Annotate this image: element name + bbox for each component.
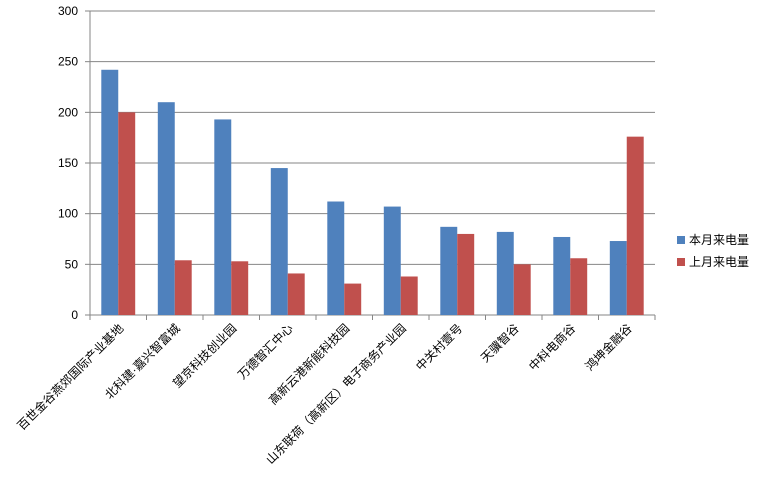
x-tick-label: 中科电商谷 [525,321,578,374]
x-tick-label: 鸿坤金融谷 [582,321,635,374]
x-tick-label: 百世金谷燕郊国际产业基地 [14,321,126,433]
bar [513,264,531,315]
bar [270,168,288,315]
y-tick-label: 0 [71,308,78,322]
bar [383,206,401,315]
bar [231,261,249,315]
y-tick-label: 250 [58,55,78,69]
bar [626,136,644,315]
legend-label: 本月来电量 [689,233,749,247]
y-tick-label: 100 [58,207,78,221]
bar [174,260,192,315]
bar [440,226,458,315]
bar [400,276,418,315]
y-tick-label: 200 [58,105,78,119]
y-tick-label: 50 [65,257,79,271]
x-tick-label: 中关村壹号 [412,321,465,374]
x-tick-label: 万德智汇中心 [234,321,296,383]
bar [327,201,345,315]
bar [457,233,475,315]
legend-label: 上月来电量 [689,255,749,269]
legend-swatch [677,236,685,244]
bar [496,231,514,315]
bar [157,102,175,315]
bar [214,119,232,315]
bar [118,112,136,315]
bar [287,273,305,315]
legend-swatch [677,258,685,266]
bar [344,283,362,315]
y-tick-label: 150 [58,156,78,170]
bar [101,69,119,315]
x-tick-label: 天骥智谷 [477,321,522,366]
bar [609,241,627,315]
bar [553,236,571,315]
bar [570,258,588,315]
y-tick-label: 300 [58,4,78,18]
